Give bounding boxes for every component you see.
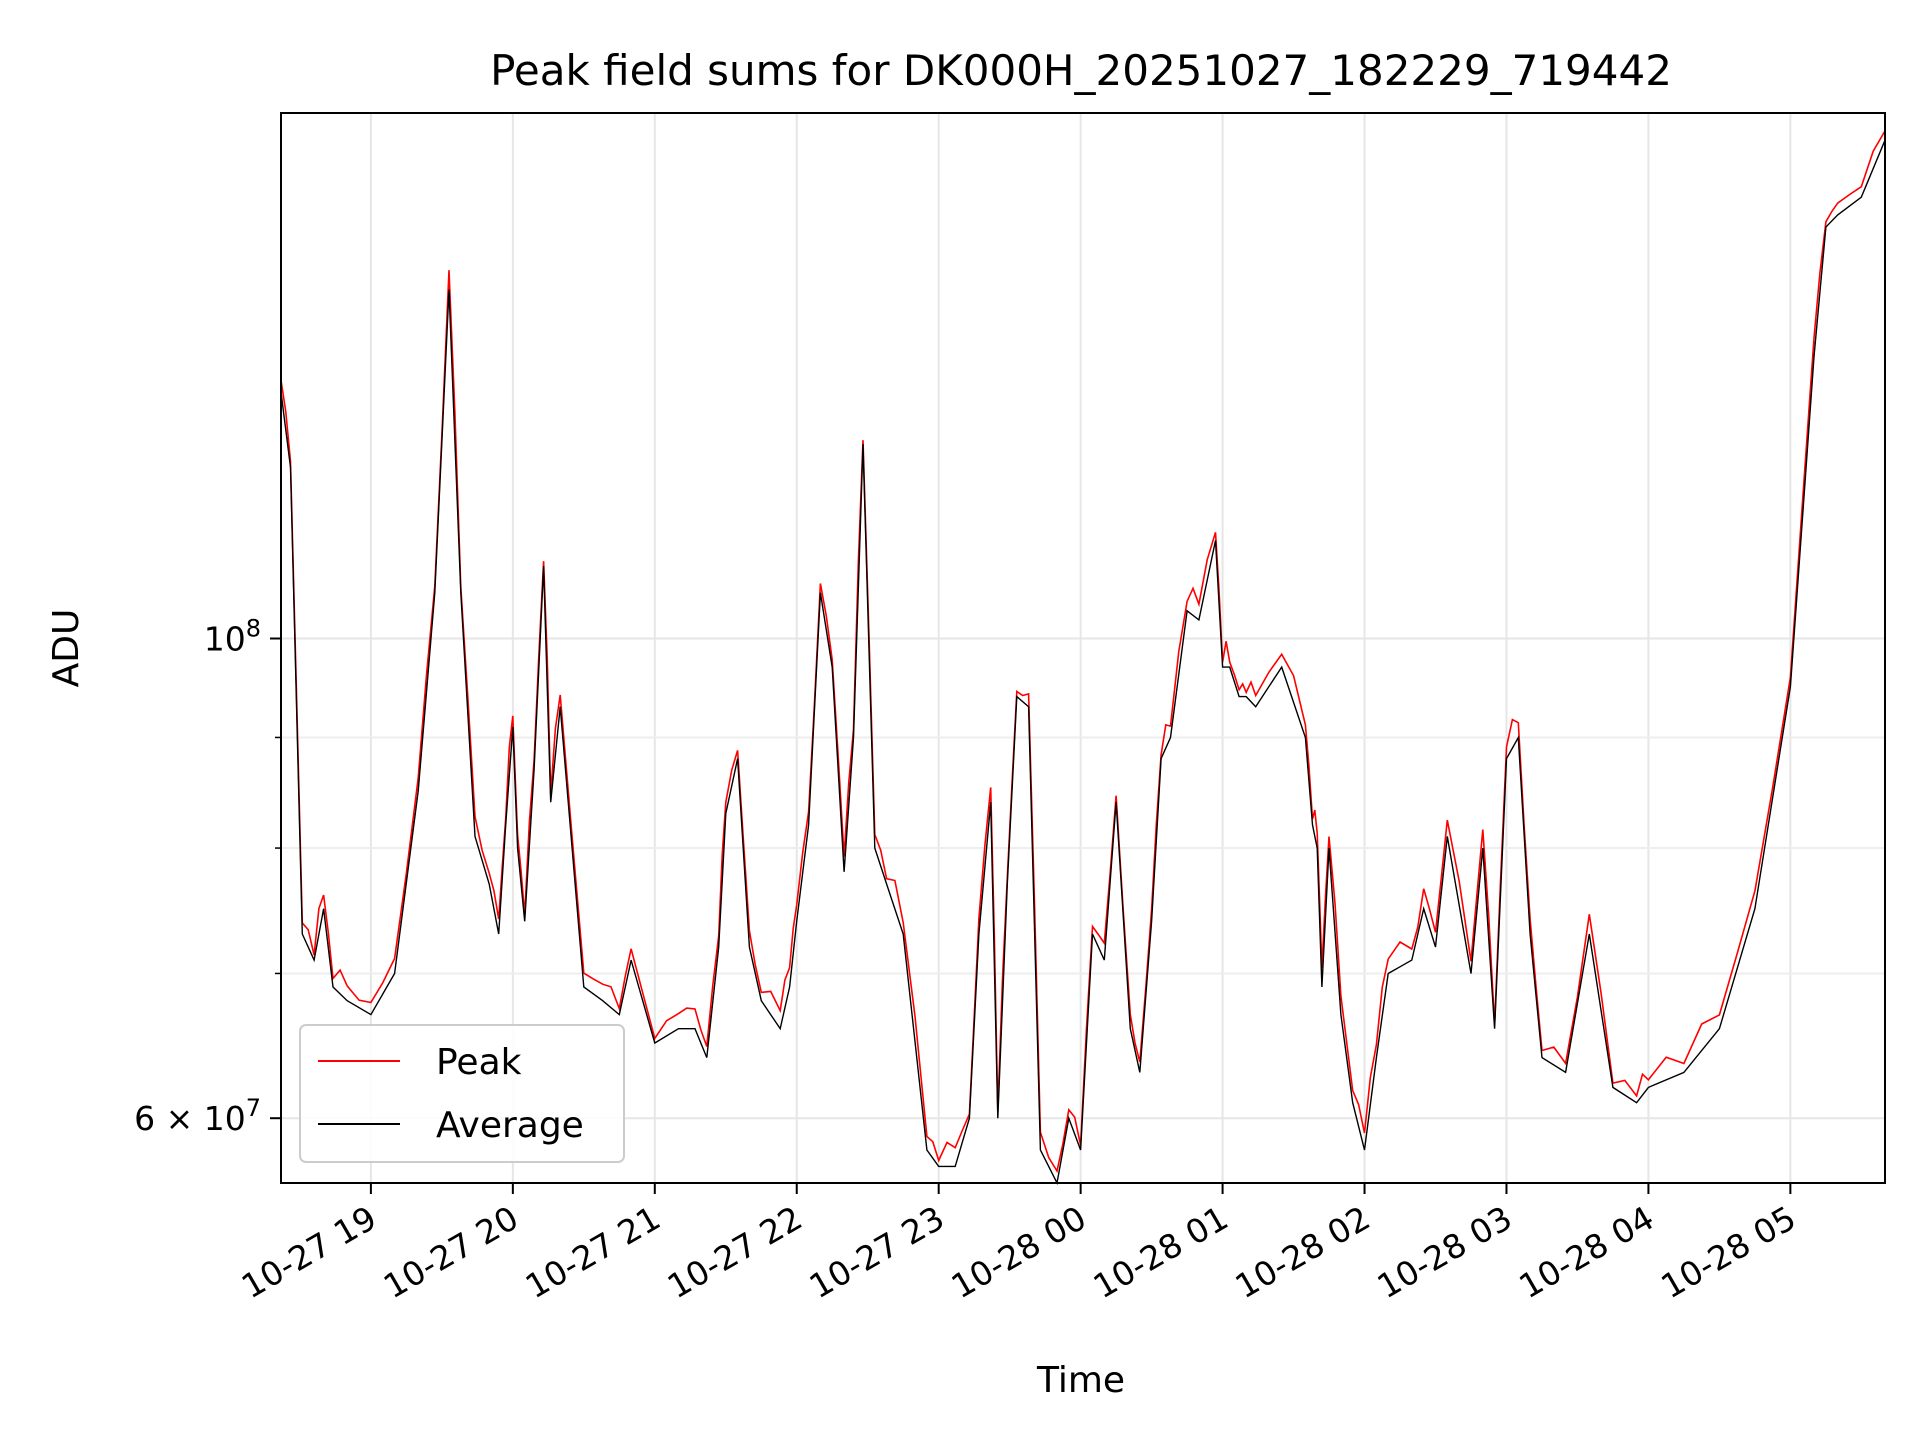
y-axis-ticks: 108 6 × 107 [134,615,281,1138]
legend-box [299,1024,625,1163]
y-axis-label: ADU [46,609,87,688]
x-axis-label: Time [1036,1360,1125,1401]
series-lines [280,130,1886,1186]
legend-label-average: Average [436,1105,584,1146]
y-tick-label: 108 [204,615,261,659]
plot-frame [280,112,1886,1184]
chart-title: Peak field sums for DK000H_20251027_1822… [490,46,1672,95]
legend: Peak Average [299,1024,625,1163]
legend-label-peak: Peak [436,1042,522,1083]
y-tick-label: 6 × 107 [134,1094,261,1138]
series-line-average [280,139,1886,1186]
